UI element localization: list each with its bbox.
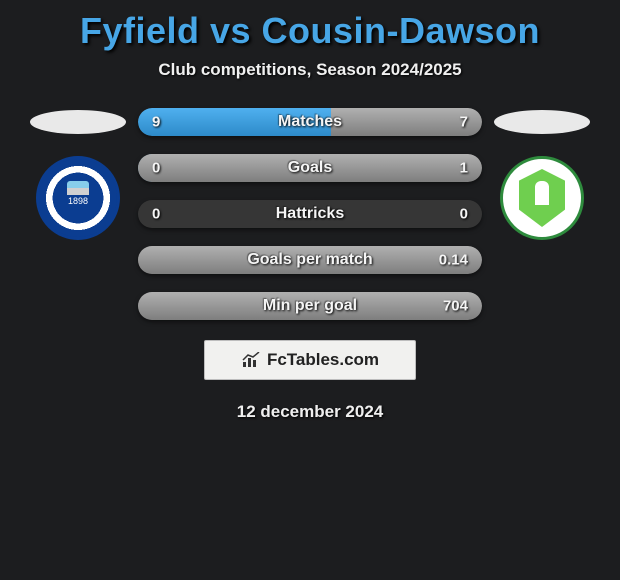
page-title: Fyfield vs Cousin-Dawson <box>0 10 620 52</box>
brand-text: FcTables.com <box>267 350 379 370</box>
stats-bars: Matches97 Goals01 Hattricks0 0 Goals per mat… <box>138 108 482 320</box>
right-club-badge <box>500 156 584 240</box>
bar-value-right: 0 <box>460 206 468 223</box>
bar-fill-right <box>138 292 482 320</box>
stat-bar: Hattricks0 0 <box>138 200 482 228</box>
footer: FcTables.com 12 december 2024 <box>0 340 620 422</box>
stat-bar: Goals per match0.14 <box>138 246 482 274</box>
bar-value-left: 0 <box>152 206 160 223</box>
bar-fill-right <box>138 154 482 182</box>
bar-label: Hattricks <box>138 205 482 223</box>
brand-box: FcTables.com <box>204 340 416 380</box>
bar-fill-right <box>331 108 482 136</box>
right-side <box>482 108 602 240</box>
left-player-silhouette <box>30 110 126 134</box>
bar-fill-right <box>138 246 482 274</box>
main-row: Matches97 Goals01 Hattricks0 0 Goals per mat… <box>0 108 620 320</box>
page-subtitle: Club competitions, Season 2024/2025 <box>0 60 620 80</box>
chart-icon <box>241 352 261 368</box>
date-text: 12 december 2024 <box>237 402 384 422</box>
stat-bar: Matches97 <box>138 108 482 136</box>
comparison-card: Fyfield vs Cousin-Dawson Club competitio… <box>0 0 620 422</box>
left-club-badge <box>36 156 120 240</box>
right-badge-shield <box>519 169 565 227</box>
right-player-silhouette <box>494 110 590 134</box>
stat-bar: Goals01 <box>138 154 482 182</box>
bar-fill-left <box>138 108 331 136</box>
stat-bar: Min per goal704 <box>138 292 482 320</box>
left-side <box>18 108 138 240</box>
